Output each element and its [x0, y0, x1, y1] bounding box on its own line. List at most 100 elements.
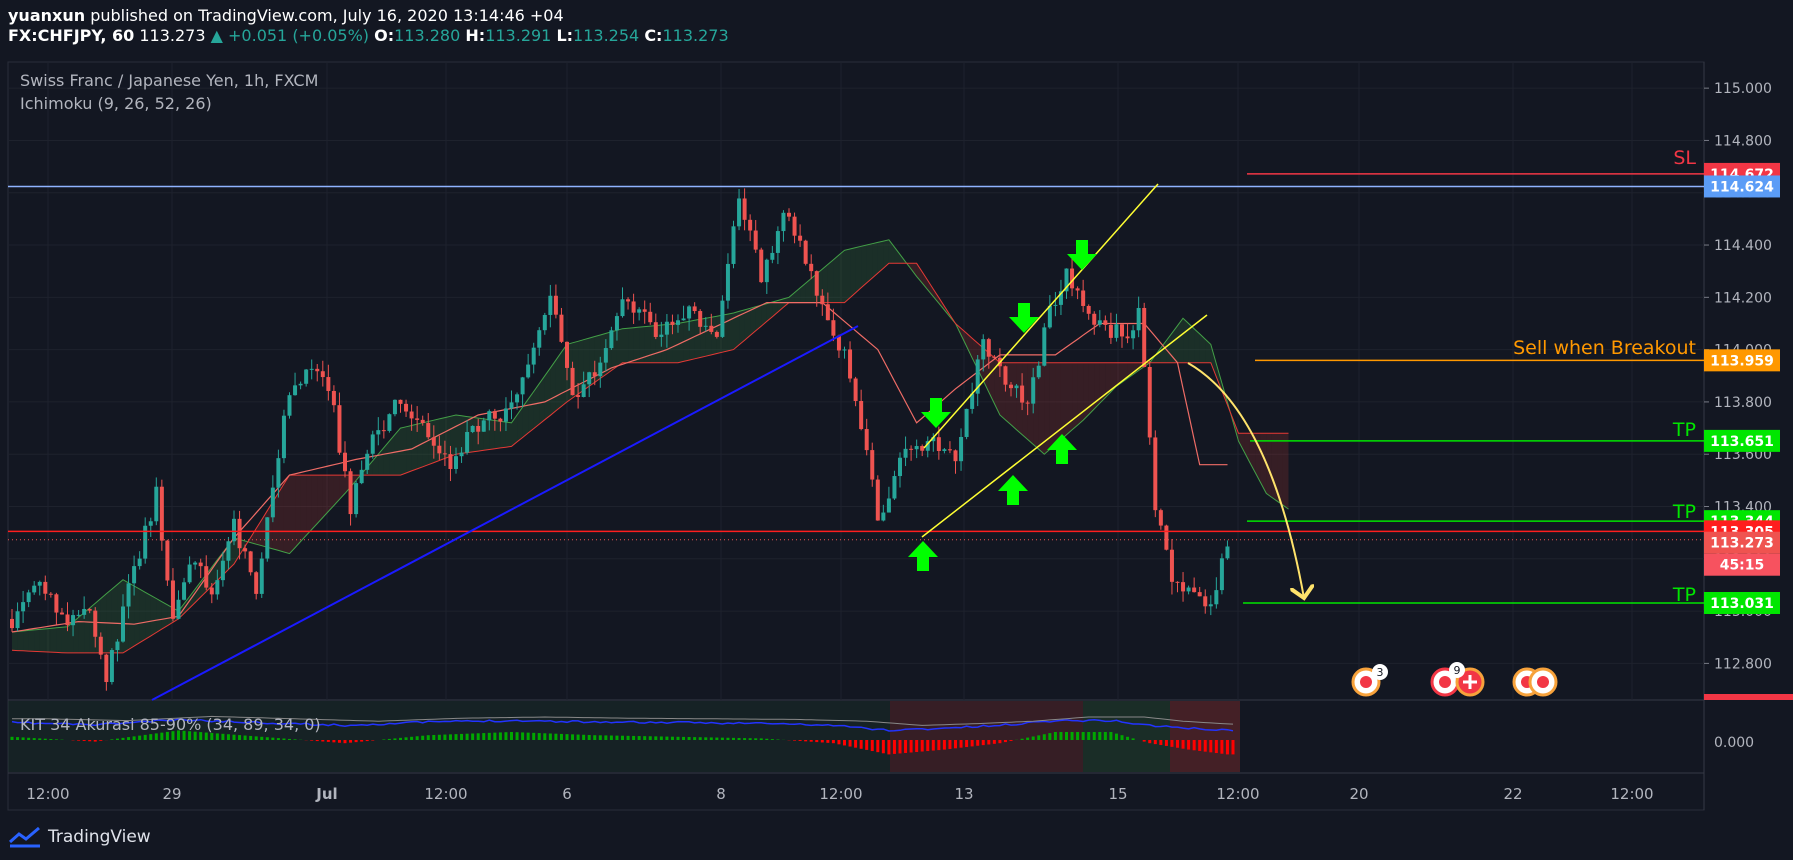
- oscillator-bar: [510, 732, 513, 740]
- candle-body: [1097, 320, 1102, 325]
- oscillator-bar: [648, 736, 652, 740]
- cloud-segment: [938, 297, 945, 311]
- sell-arrow-3: [1067, 240, 1097, 270]
- oscillator-bar: [337, 740, 341, 743]
- candle-body: [803, 240, 808, 264]
- buy-arrow-2: [998, 475, 1028, 505]
- channel-upper-line[interactable]: [923, 183, 1159, 449]
- cloud-segment: [383, 441, 390, 476]
- cloud-segment: [739, 309, 745, 345]
- candle-body: [237, 518, 242, 549]
- oscillator-bar: [371, 740, 375, 741]
- tp2-label: TP: [1672, 501, 1696, 523]
- oscillator-bar: [476, 733, 480, 740]
- oscillator-bar: [643, 736, 647, 740]
- candle-body: [931, 437, 936, 442]
- cloud-segment: [134, 585, 140, 647]
- oscillator-bar: [365, 740, 369, 742]
- candle-body: [687, 306, 692, 319]
- tradingview-logo-icon[interactable]: [8, 826, 42, 848]
- cloud-segment: [633, 327, 640, 363]
- candle-body: [953, 450, 958, 462]
- cloud-segment: [1183, 318, 1189, 363]
- cloud-segment: [256, 519, 262, 546]
- candle-body: [1219, 558, 1224, 591]
- oscillator-bar: [598, 735, 602, 740]
- event-dot-1: [1360, 676, 1372, 688]
- oscillator-bar: [665, 736, 669, 740]
- cloud-segment: [988, 352, 995, 404]
- cloud-segment: [911, 263, 917, 277]
- cloud-segment: [278, 484, 284, 553]
- candle-body: [1036, 365, 1041, 378]
- indicator-label[interactable]: Ichimoku (9, 26, 52, 26): [20, 94, 212, 113]
- oscillator-bar: [543, 733, 547, 740]
- candle-body: [709, 325, 714, 332]
- oscillator-bar: [354, 740, 358, 743]
- oscillator-bar: [843, 740, 846, 746]
- oscillator-bar: [460, 733, 464, 740]
- candle-body: [676, 320, 680, 325]
- candle-body: [537, 330, 542, 348]
- oscillator-bar: [360, 740, 364, 742]
- candle-body: [254, 572, 259, 594]
- candle-body: [392, 399, 397, 415]
- footer-brand[interactable]: TradingView: [48, 827, 151, 847]
- cloud-segment: [1277, 433, 1283, 506]
- candle-body: [592, 372, 597, 377]
- cloud-segment: [322, 475, 329, 518]
- time-axis[interactable]: 12:00 29 Jul 12:00 6 8 12:00 13 15 12:00 20 22 12:00: [26, 785, 1653, 803]
- cloud-segment: [1060, 362, 1067, 440]
- price-tick-label: 114.800: [1714, 133, 1772, 149]
- cloud-segment: [456, 414, 462, 455]
- candle-body: [498, 418, 503, 422]
- event-markers[interactable]: 3 9: [1351, 662, 1558, 697]
- candle-body: [121, 606, 125, 642]
- candle-body: [698, 311, 703, 327]
- symbol[interactable]: FX:CHFJPY, 60: [8, 26, 135, 45]
- oscillator-bar: [1153, 740, 1157, 745]
- time-tick-label: 12:00: [819, 785, 862, 803]
- oscillator-bar: [404, 737, 408, 740]
- candle-body: [898, 457, 902, 477]
- cloud-segment: [822, 264, 828, 303]
- candle-body: [614, 316, 619, 331]
- candle-body: [637, 309, 642, 313]
- candle-body: [354, 483, 359, 515]
- oscillator-bar: [698, 737, 702, 740]
- oscillator-bar: [276, 738, 280, 740]
- cloud-segment: [1177, 318, 1184, 363]
- oscillator-bar: [709, 737, 713, 740]
- oscillator-bar: [421, 735, 425, 740]
- sell-arrow-1: [921, 398, 951, 428]
- author-name[interactable]: yuanxun: [8, 6, 86, 25]
- candle-body: [1025, 402, 1030, 404]
- oscillator-title[interactable]: KIT 34 Akurasi 85-90% (34, 89, 34, 0): [20, 715, 321, 734]
- projected-move-arrow[interactable]: [1187, 362, 1304, 598]
- uptrend-line[interactable]: [151, 325, 859, 701]
- oscillator-bar: [1098, 732, 1102, 740]
- oscillator-bar: [77, 740, 81, 741]
- oscillator-bar: [138, 735, 142, 740]
- candle-body: [775, 231, 780, 253]
- cloud-segment: [317, 475, 323, 524]
- candle-body: [787, 212, 791, 217]
- cloud-segment: [367, 460, 373, 476]
- candle-body: [565, 341, 569, 368]
- oscillator-bar: [743, 738, 747, 740]
- cloud-segment: [866, 243, 873, 283]
- cloud-segment: [689, 320, 695, 361]
- oscillator-bar: [870, 740, 874, 752]
- oscillator-bar: [1087, 732, 1091, 740]
- oscillator-bar: [504, 732, 508, 740]
- cloud-segment: [861, 245, 867, 288]
- chart-canvas[interactable]: 115.000114.800114.600114.400114.200114.0…: [0, 0, 1793, 820]
- horizontal-levels[interactable]: [8, 173, 1704, 604]
- candle-body: [470, 425, 475, 432]
- oscillator-bar: [976, 740, 980, 746]
- cloud-segment: [733, 311, 740, 350]
- candle-body: [343, 452, 347, 472]
- channel-lower-line[interactable]: [921, 314, 1208, 538]
- cloud-segment: [522, 399, 529, 438]
- oscillator-bar: [859, 740, 863, 749]
